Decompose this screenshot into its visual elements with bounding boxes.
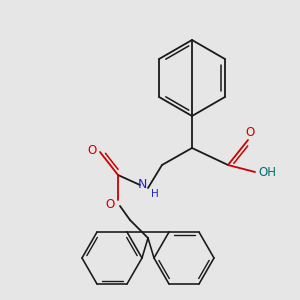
Text: N: N (137, 178, 147, 190)
Text: H: H (151, 189, 159, 199)
Text: OH: OH (258, 166, 276, 178)
Text: O: O (87, 143, 97, 157)
Text: O: O (105, 197, 115, 211)
Text: O: O (245, 125, 255, 139)
